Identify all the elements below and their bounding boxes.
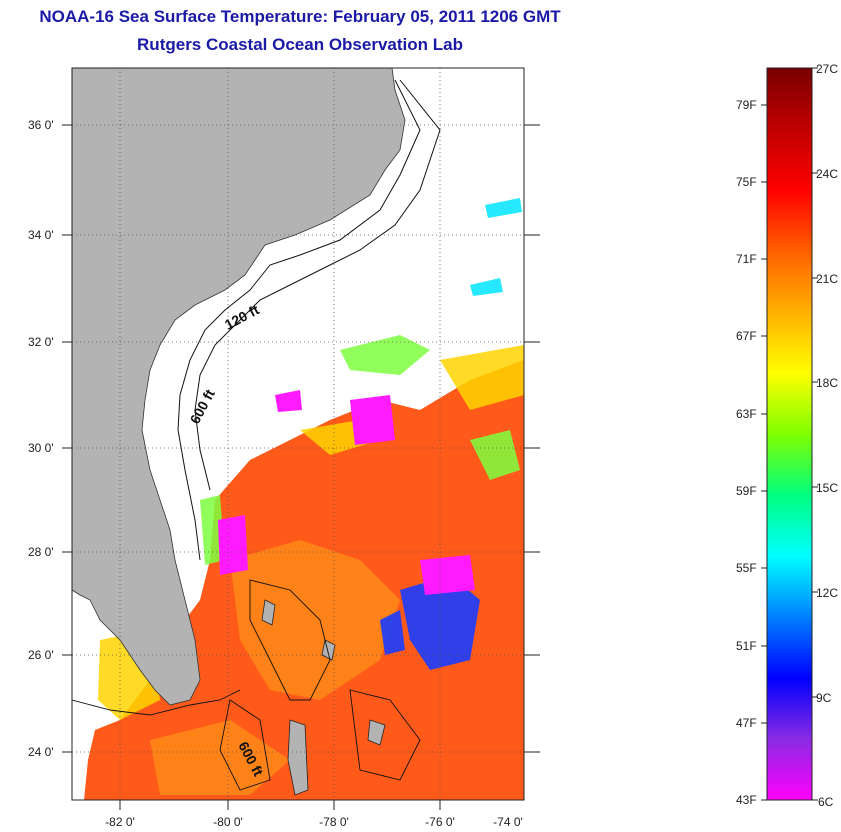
colorbar-ticks	[761, 67, 818, 801]
colorbar	[766, 67, 813, 801]
cbar-c-27: 27C	[816, 62, 838, 76]
map-gridlines	[72, 68, 525, 800]
cbar-c-21: 21C	[816, 272, 838, 286]
cbar-c-24: 24C	[816, 167, 838, 181]
land-mass	[72, 68, 406, 706]
sst-map	[72, 68, 524, 800]
sst-yellow-patches	[98, 345, 524, 720]
lon-label-80: -80 0'	[213, 815, 243, 829]
cbar-c-15: 15C	[816, 481, 838, 495]
cbar-f-59: 59F	[736, 484, 757, 498]
sst-blue-patches	[380, 575, 480, 670]
cbar-f-67: 67F	[736, 329, 757, 343]
cbar-f-51: 51F	[736, 639, 757, 653]
lat-label-30: 30 0'	[28, 441, 54, 455]
cbar-f-75: 75F	[736, 175, 757, 189]
lat-label-34: 34 0'	[28, 228, 54, 242]
contour-600ft	[194, 79, 441, 491]
sst-orange-patches	[150, 540, 400, 795]
lon-label-78: -78 0'	[319, 815, 349, 829]
cbar-f-71: 71F	[736, 252, 757, 266]
lon-label-76: -76 0'	[425, 815, 455, 829]
cbar-c-6: 6C	[818, 795, 834, 809]
contour-bahamas	[219, 579, 421, 791]
cbar-c-18: 18C	[816, 376, 838, 390]
lat-label-26: 26 0'	[28, 648, 54, 662]
cbar-f-47: 47F	[736, 716, 757, 730]
sst-magenta-patches	[218, 390, 475, 595]
map-ticks	[62, 124, 540, 810]
cbar-f-55: 55F	[736, 561, 757, 575]
cbar-f-43: 43F	[736, 793, 757, 807]
lat-label-32: 32 0'	[28, 335, 54, 349]
map-frame	[71, 67, 525, 801]
cbar-c-9: 9C	[816, 691, 832, 705]
contour-120ft	[177, 79, 421, 561]
lon-label-74: -74 0'	[493, 815, 523, 829]
lat-label-24: 24 0'	[28, 745, 54, 759]
sst-cyan-patches	[470, 198, 522, 296]
cbar-f-63: 63F	[736, 407, 757, 421]
bahamas-islands	[261, 599, 386, 796]
cbar-f-79: 79F	[736, 98, 757, 112]
map-subtitle: Rutgers Coastal Ocean Observation Lab	[137, 35, 463, 54]
lat-label-36: 36 0'	[28, 118, 54, 132]
lat-label-28: 28 0'	[28, 545, 54, 559]
contour-florida-keys	[72, 689, 241, 716]
map-title: NOAA-16 Sea Surface Temperature: Februar…	[39, 7, 561, 26]
cbar-c-12: 12C	[816, 586, 838, 600]
lon-label-82: -82 0'	[105, 815, 135, 829]
